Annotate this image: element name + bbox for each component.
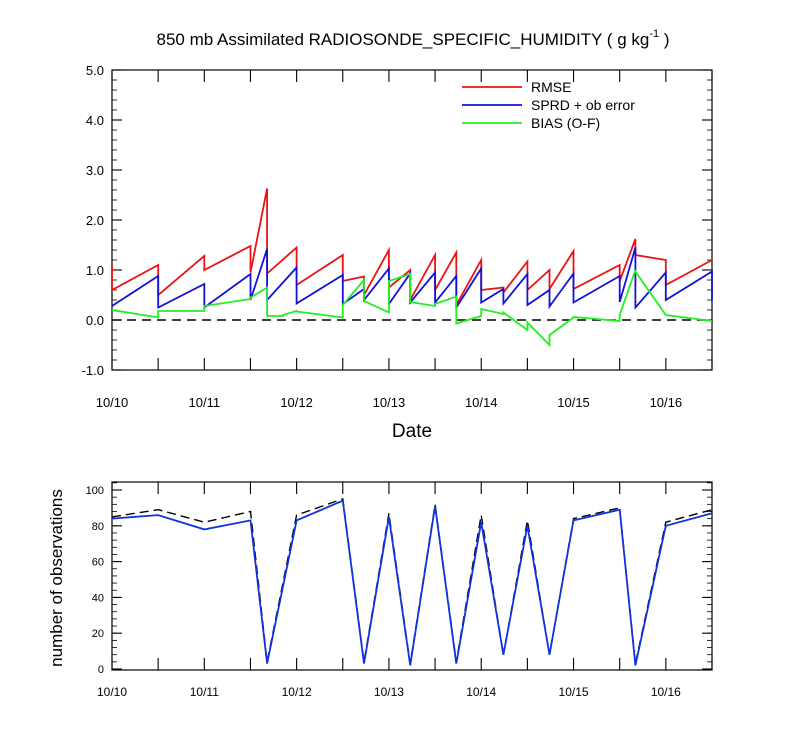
top-y-tick-label: 2.0 (86, 213, 104, 228)
series-spread-line (111, 247, 713, 311)
legend-label-spread: SPRD + ob error (531, 97, 635, 113)
bottom-minor-ticks (112, 482, 712, 670)
bottom-x-tick-label: 10/11 (190, 685, 219, 699)
top-y-tick-label: 0.0 (86, 313, 104, 328)
bottom-series-group (111, 497, 713, 666)
top-x-tick-label: 10/15 (557, 395, 590, 410)
top-y-tick-label: 4.0 (86, 113, 104, 128)
bottom-y-tick-label: 80 (92, 521, 104, 533)
bottom-y-tick-label: 100 (86, 485, 104, 497)
top-y-tick-label: 5.0 (86, 63, 104, 78)
bottom-y-ticks: 0 20 40 60 80 100 (86, 485, 712, 676)
top-panel: -1.00.01.02.03.04.05.0 10/10 10/11 10/12 10… (82, 63, 713, 442)
series-rmse-line (111, 188, 713, 309)
top-x-tick-label: 10/11 (189, 395, 221, 410)
bottom-x-tick-label: 10/14 (466, 685, 496, 699)
top-x-tick-label: 10/10 (96, 395, 129, 410)
top-x-ticks: 10/10 10/11 10/12 10/13 10/14 10/15 10/16 (96, 70, 713, 410)
top-y-ticks: -1.0 0.0 1.0 2.0 3.0 4.0 5.0 (82, 63, 712, 378)
chart-title-close: ) (659, 30, 669, 49)
chart-title: 850 mb Assimilated RADIOSONDE_SPECIFIC_H… (157, 28, 670, 49)
top-y-tick-label: -1.0 (82, 363, 104, 378)
bottom-x-tick-label: 10/13 (374, 685, 404, 699)
top-series-group (111, 188, 713, 348)
top-y-tick-label: 1.0 (86, 263, 104, 278)
y-axis-label-observations: number of observations (47, 489, 66, 667)
bottom-y-tick-label: 0 (98, 664, 104, 676)
legend-label-bias: BIAS (O-F) (531, 115, 600, 131)
chart-title-main: 850 mb Assimilated RADIOSONDE_SPECIFIC_H… (157, 30, 650, 49)
top-x-tick-label: 10/12 (280, 395, 313, 410)
top-plot-frame (111, 69, 713, 371)
legend: RMSE SPRD + ob error BIAS (O-F) (462, 79, 635, 131)
x-axis-label: Date (392, 421, 432, 442)
top-y-tick-label: 3.0 (86, 163, 104, 178)
bottom-x-ticks: 10/10 10/11 10/12 10/13 10/14 10/15 10/16 (97, 482, 713, 699)
top-x-tick-label: 10/14 (465, 395, 498, 410)
top-minor-ticks (112, 69, 712, 371)
chart-title-superscript: -1 (649, 28, 659, 40)
bottom-y-tick-label: 40 (92, 592, 104, 604)
bottom-y-tick-label: 20 (92, 628, 104, 640)
top-x-tick-label: 10/16 (650, 395, 683, 410)
top-x-tick-label: 10/13 (373, 395, 406, 410)
series-obs-used-line (111, 499, 713, 666)
bottom-x-tick-label: 10/12 (282, 685, 312, 699)
bottom-x-tick-label: 10/10 (97, 685, 127, 699)
bottom-x-tick-label: 10/15 (559, 685, 589, 699)
bottom-plot-frame (111, 481, 713, 671)
bottom-y-tick-label: 60 (92, 557, 104, 569)
series-bias-line (111, 269, 713, 348)
bottom-x-tick-label: 10/16 (651, 685, 681, 699)
legend-label-rmse: RMSE (531, 79, 571, 95)
